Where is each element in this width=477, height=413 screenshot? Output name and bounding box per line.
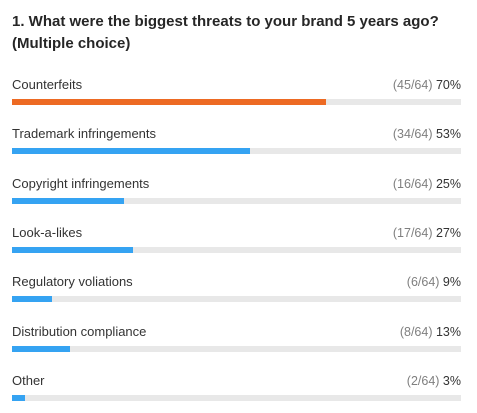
- answer-stat: (34/64) 53%: [393, 126, 461, 142]
- bar-track: [12, 345, 461, 352]
- answer-stat: (6/64) 9%: [407, 274, 461, 290]
- answer-row: Distribution compliance (8/64) 13%: [12, 324, 462, 364]
- answer-row: Look-a-likes (17/64) 27%: [12, 225, 462, 265]
- answer-stat: (16/64) 25%: [393, 176, 461, 192]
- bar-fill: [12, 246, 134, 253]
- bar-fill: [12, 394, 26, 401]
- answer-percent: 3%: [442, 373, 461, 388]
- question-title: 1. What were the biggest threats to your…: [12, 13, 439, 52]
- bar-track: [12, 99, 461, 105]
- answer-stat: (8/64) 13%: [400, 324, 461, 340]
- answer-percent: 70%: [435, 78, 461, 92]
- answer-row: Other (2/64) 3%: [12, 373, 462, 413]
- answer-label: Regulatory voliations: [12, 274, 133, 290]
- bar-track: [12, 394, 461, 401]
- answer-label: Other: [12, 372, 45, 388]
- answer-stat: (45/64) 70%: [393, 77, 461, 93]
- answer-label: Trademark infringements: [12, 126, 157, 142]
- answer-row: Regulatory voliations (6/64) 9%: [12, 274, 462, 314]
- answer-count: (6/64): [406, 275, 440, 290]
- answer-stat: (17/64) 27%: [393, 225, 461, 241]
- answer-row: Copyright infringements (16/64) 25%: [12, 176, 462, 216]
- bar-fill: [12, 345, 71, 352]
- answer-percent: 9%: [442, 275, 461, 290]
- answer-label: Counterfeits: [12, 77, 83, 92]
- bar-fill: [12, 148, 250, 155]
- answer-count: (16/64): [392, 176, 433, 191]
- bar-track: [12, 197, 461, 204]
- answer-percent: 13%: [435, 324, 461, 339]
- bar-track: [12, 296, 461, 303]
- answer-row: Trademark infringements (34/64) 53%: [12, 126, 462, 166]
- answer-count: (2/64): [406, 373, 440, 388]
- bar-fill: [12, 296, 53, 303]
- answer-percent: 25%: [435, 176, 461, 191]
- poll-results-chart: Counterfeits (45/64) 70% Trademark infring…: [12, 0, 462, 407]
- answer-row: Counterfeits (45/64) 70%: [12, 77, 462, 117]
- answer-label: Distribution compliance: [12, 323, 147, 339]
- answer-label: Copyright infringements: [12, 175, 150, 191]
- bar-fill: [12, 99, 327, 105]
- answer-count: (45/64): [392, 78, 433, 92]
- answer-percent: 53%: [435, 127, 461, 142]
- bar-track: [12, 148, 461, 155]
- answer-count: (8/64): [399, 324, 433, 339]
- bar-fill: [12, 197, 125, 204]
- answer-percent: 27%: [435, 225, 461, 240]
- answer-count: (34/64): [392, 127, 433, 142]
- answer-stat: (2/64) 3%: [407, 373, 461, 389]
- bar-track: [12, 246, 461, 253]
- answer-label: Look-a-likes: [12, 224, 83, 240]
- answer-count: (17/64): [392, 225, 433, 240]
